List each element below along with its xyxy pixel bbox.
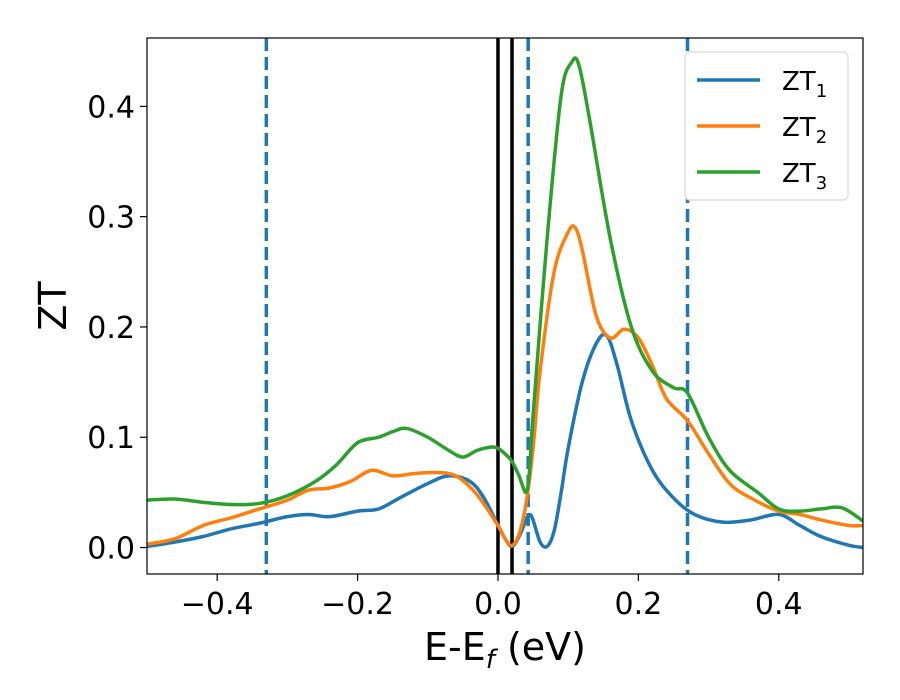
x-tick-label: 0.0 (474, 587, 522, 622)
plot-frame (146, 37, 864, 575)
y-axis-label: ZT (31, 281, 75, 331)
legend: ZT1 ZT2 ZT3 (684, 51, 849, 201)
y-tick-label: 0.4 (87, 90, 135, 125)
plot-area: −0.4 −0.2 0.0 0.2 0.4 0.0 0.1 0.2 0.3 0.4 (87, 37, 864, 622)
series-lines (147, 56, 863, 550)
legend-label: ZT3 (782, 159, 827, 194)
legend-label: ZT2 (782, 113, 827, 148)
series-line-1 (147, 332, 863, 550)
x-tick-label: 0.4 (755, 587, 803, 622)
series-line-2 (147, 224, 863, 548)
x-tick-label: −0.4 (181, 587, 254, 622)
legend-item-2: ZT2 (697, 113, 827, 148)
x-axis-label: E-Ef (eV) (424, 625, 586, 675)
series-line-3 (147, 56, 863, 523)
x-tick-label: −0.2 (321, 587, 394, 622)
y-tick-label: 0.1 (87, 421, 135, 456)
y-ticks: 0.0 0.1 0.2 0.3 0.4 (87, 90, 147, 567)
y-tick-label: 0.3 (87, 201, 135, 236)
legend-item-3: ZT3 (697, 159, 827, 194)
legend-item-1: ZT1 (697, 67, 827, 102)
y-tick-label: 0.2 (87, 311, 135, 346)
legend-box (684, 51, 849, 201)
x-ticks: −0.4 −0.2 0.0 0.2 0.4 (181, 574, 803, 622)
x-tick-label: 0.2 (615, 587, 663, 622)
legend-label: ZT1 (782, 67, 827, 102)
y-tick-label: 0.0 (87, 532, 135, 567)
